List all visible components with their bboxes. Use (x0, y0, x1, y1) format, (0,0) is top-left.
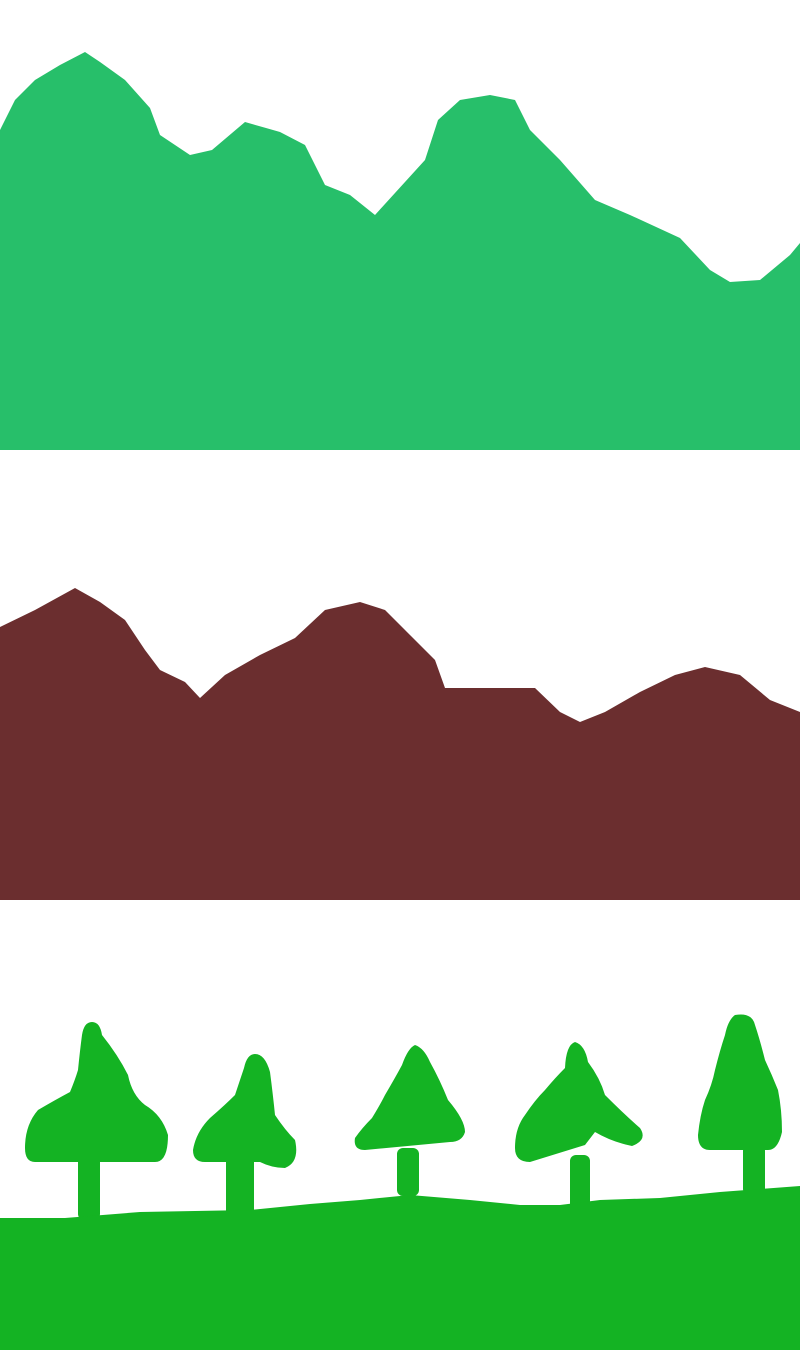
tree-1 (25, 1022, 168, 1220)
forest-ground (0, 1186, 800, 1350)
tree-4-trunk (570, 1155, 590, 1211)
forest-svg (0, 1014, 800, 1350)
tree-2 (193, 1054, 297, 1218)
tree-5 (698, 1014, 782, 1195)
tree-2-canopy (193, 1054, 297, 1168)
tree-5-trunk (743, 1145, 765, 1195)
tree-3 (354, 1045, 465, 1196)
tree-1-trunk (78, 1155, 100, 1220)
tree-2-trunk (226, 1155, 254, 1218)
tree-5-canopy (698, 1014, 782, 1150)
tree-4 (515, 1042, 643, 1211)
brown-mountains-silhouette (0, 588, 800, 900)
tree-4-canopy (515, 1042, 643, 1162)
brown-mountains-panel (0, 450, 800, 900)
green-hills-silhouette (0, 52, 800, 450)
green-hills-svg (0, 52, 800, 450)
forest-panel (0, 900, 800, 1350)
tree-3-canopy (354, 1045, 465, 1150)
green-hills-panel (0, 0, 800, 450)
brown-mountains-svg (0, 588, 800, 900)
tree-1-canopy (25, 1022, 168, 1162)
tree-3-trunk (397, 1148, 419, 1196)
